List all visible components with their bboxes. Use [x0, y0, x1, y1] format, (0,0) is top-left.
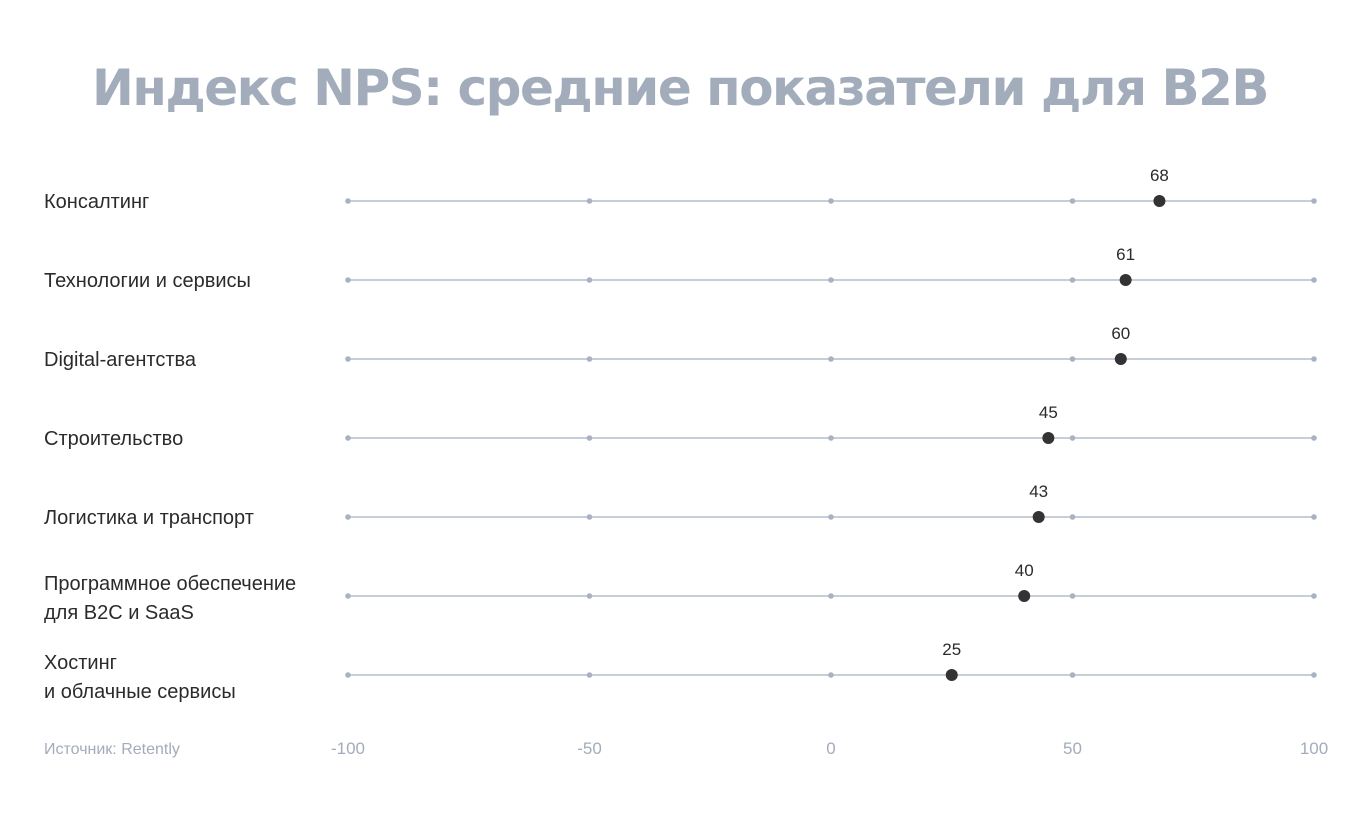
x-tick-label: -50: [577, 739, 602, 758]
x-axis: -100 -50 0 50 100: [331, 739, 1328, 758]
track-tick-dot: [586, 672, 593, 678]
track-tick-dot: [1311, 435, 1317, 441]
track-tick-dot: [1311, 514, 1317, 520]
value-label: 45: [1039, 403, 1058, 422]
track-tick-dot: [828, 356, 834, 362]
x-tick-label: -100: [331, 739, 365, 758]
value-label: 40: [1015, 561, 1034, 580]
category-label: Логистика и транспорт: [44, 507, 254, 529]
category-label-line: и облачные сервисы: [44, 681, 236, 703]
value-label: 61: [1116, 245, 1135, 264]
track-tick-dot: [345, 435, 351, 441]
source-note: Источник: Retently: [44, 741, 180, 758]
chart-rows: Консалтинг 68 Технологии и сервисы 61 Digita…: [44, 166, 1317, 703]
track-tick-dot: [345, 514, 351, 520]
track-tick-dot: [828, 435, 834, 441]
category-label: Хостинг и облачные сервисы: [44, 652, 236, 703]
track-tick-dot: [828, 672, 834, 678]
value-label: 68: [1150, 166, 1169, 185]
value-point: [945, 669, 958, 681]
category-label-line: Консалтинг: [44, 191, 149, 213]
chart-row: Технологии и сервисы 61: [44, 245, 1317, 292]
track-tick-dot: [345, 672, 351, 678]
track-tick-dot: [345, 198, 351, 204]
value-point: [1018, 590, 1031, 602]
category-label: Технологии и сервисы: [44, 270, 251, 292]
category-label: Digital-агентства: [44, 349, 197, 371]
track-tick-dot: [586, 593, 593, 599]
value-point: [1032, 511, 1045, 523]
chart-row: Digital-агентства 60: [44, 324, 1317, 371]
category-label-line: Программное обеспечение: [44, 573, 296, 595]
track-tick-dot: [586, 435, 593, 441]
track-tick-dot: [586, 356, 593, 362]
chart-row: Строительство 45: [44, 403, 1317, 450]
category-label-line: Digital-агентства: [44, 349, 197, 371]
track-tick-dot: [828, 277, 834, 283]
track-tick-dot: [1311, 672, 1317, 678]
track-tick-dot: [828, 593, 834, 599]
track-tick-dot: [586, 198, 593, 204]
chart-title: Индекс NPS: средние показатели для B2B: [92, 59, 1268, 117]
track-tick-dot: [1069, 198, 1076, 204]
value-point: [1153, 195, 1166, 207]
value-label: 43: [1029, 482, 1048, 501]
track-tick-dot: [1069, 277, 1076, 283]
track-tick-dot: [1069, 356, 1076, 362]
category-label: Программное обеспечение для B2C и SaaS: [44, 573, 296, 624]
track-tick-dot: [1069, 514, 1076, 520]
track-tick-dot: [1311, 277, 1317, 283]
value-point: [1119, 274, 1132, 286]
track-tick-dot: [1311, 198, 1317, 204]
track-tick-dot: [1311, 593, 1317, 599]
category-label-line: Технологии и сервисы: [44, 270, 251, 292]
value-label: 60: [1111, 324, 1130, 343]
category-label-line: Строительство: [44, 428, 183, 450]
track-tick-dot: [1069, 672, 1076, 678]
track-tick-dot: [586, 277, 593, 283]
category-label-line: для B2C и SaaS: [44, 602, 194, 624]
value-label: 25: [942, 640, 961, 659]
track-tick-dot: [828, 198, 834, 204]
value-point: [1114, 353, 1127, 365]
category-label-line: Хостинг: [44, 652, 117, 674]
track-tick-dot: [1069, 435, 1076, 441]
chart-row: Логистика и транспорт 43: [44, 482, 1317, 529]
track-tick-dot: [345, 356, 351, 362]
track-tick-dot: [345, 593, 351, 599]
track-tick-dot: [828, 514, 834, 520]
chart-row: Консалтинг 68: [44, 166, 1317, 213]
track-tick-dot: [1311, 356, 1317, 362]
chart-row: Программное обеспечение для B2C и SaaS 40: [44, 561, 1317, 624]
value-point: [1042, 432, 1055, 444]
x-tick-label: 50: [1063, 739, 1082, 758]
category-label: Строительство: [44, 428, 183, 450]
x-tick-label: 100: [1300, 739, 1328, 758]
track-tick-dot: [586, 514, 593, 520]
track-tick-dot: [345, 277, 351, 283]
category-label: Консалтинг: [44, 191, 149, 213]
category-label-line: Логистика и транспорт: [44, 507, 254, 529]
x-tick-label: 0: [826, 739, 835, 758]
chart-row: Хостинг и облачные сервисы 25: [44, 640, 1317, 703]
track-tick-dot: [1069, 593, 1076, 599]
